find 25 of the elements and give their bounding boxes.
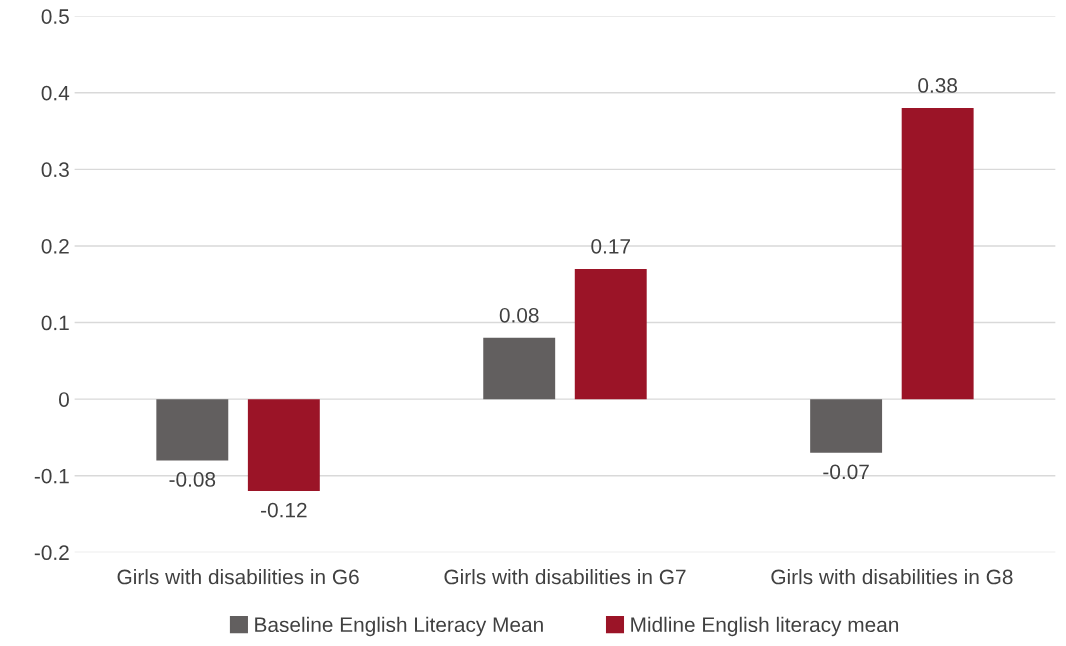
bar <box>483 337 556 400</box>
bar <box>810 399 883 453</box>
x-tick-label: Girls with disabilities in G6 <box>117 569 359 585</box>
data-label: 0.08 <box>499 307 539 323</box>
legend-label: Baseline English Literacy Mean <box>255 616 543 637</box>
y-tick-label: 0 <box>58 392 69 407</box>
x-tick-label: Girls with disabilities in G7 <box>444 569 686 585</box>
y-tick-label: -0.1 <box>34 468 69 484</box>
data-label: 0.38 <box>918 78 958 93</box>
bar <box>247 399 320 492</box>
bar <box>574 268 647 400</box>
y-tick-label: 0.3 <box>41 162 69 178</box>
y-tick-label: 0.4 <box>41 85 70 101</box>
data-label: 0.17 <box>591 238 630 254</box>
y-tick-label: -0.2 <box>34 545 69 561</box>
data-label: -0.07 <box>823 464 869 480</box>
x-tick-label: Girls with disabilities in G8 <box>771 569 1013 585</box>
y-tick-label: 0.5 <box>41 9 69 24</box>
bar <box>901 108 974 400</box>
y-tick-label: 0.2 <box>41 238 69 254</box>
data-label: -0.12 <box>261 502 307 518</box>
bar <box>156 399 229 461</box>
data-label: -0.08 <box>169 472 216 487</box>
y-tick-label: 0.1 <box>41 315 69 331</box>
legend-label: Midline English literacy mean <box>631 616 899 637</box>
